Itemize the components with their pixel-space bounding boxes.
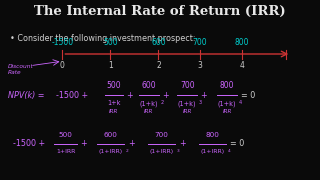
Text: 700: 700 [180,81,195,90]
Text: 800: 800 [220,81,235,90]
Text: 4: 4 [228,149,231,153]
Text: IRR: IRR [182,109,192,114]
Text: 2: 2 [161,100,164,105]
Text: 700: 700 [155,132,169,138]
Text: 600: 600 [103,132,117,138]
Text: The Internal Rate of Return (IRR): The Internal Rate of Return (IRR) [34,5,286,18]
Text: = 0: = 0 [241,91,256,100]
Text: (1+k): (1+k) [140,100,158,107]
Text: 1+k: 1+k [107,100,120,106]
Text: (1+IRR): (1+IRR) [149,149,174,154]
Text: 1+IRR: 1+IRR [56,149,75,154]
Text: Discount
Rate: Discount Rate [8,64,34,75]
Text: +: + [128,140,135,148]
Text: 0: 0 [60,61,65,70]
Text: • Consider the following investment prospect:: • Consider the following investment pros… [10,34,195,43]
Text: (1+IRR): (1+IRR) [201,149,225,154]
Text: +: + [80,140,87,148]
Text: 500: 500 [106,81,121,90]
Text: 600: 600 [141,81,156,90]
Text: 2: 2 [156,61,161,70]
Text: 4: 4 [239,61,244,70]
Text: IRR: IRR [222,109,232,114]
Text: +: + [126,91,132,100]
Text: 3: 3 [197,61,203,70]
Text: -1500: -1500 [51,38,74,47]
Text: -1500 +: -1500 + [56,91,88,100]
Text: +: + [179,140,186,148]
Text: 3: 3 [177,149,180,153]
Text: -1500 +: -1500 + [13,140,45,148]
Text: (1+IRR): (1+IRR) [98,149,123,154]
Text: 800: 800 [206,132,220,138]
Text: 800: 800 [234,38,249,47]
Text: IRR: IRR [144,109,154,114]
Text: 3: 3 [199,100,202,105]
Text: 700: 700 [193,38,207,47]
Text: IRR: IRR [109,109,118,114]
Text: +: + [162,91,169,100]
Text: NPV(k) =: NPV(k) = [8,91,44,100]
Text: 500: 500 [103,38,118,47]
Text: (1+k): (1+k) [218,100,236,107]
Text: 600: 600 [151,38,166,47]
Text: 500: 500 [59,132,73,138]
Text: = 0: = 0 [230,140,245,148]
Text: +: + [201,91,207,100]
Text: (1+k): (1+k) [178,100,196,107]
Text: 4: 4 [239,100,242,105]
Text: 1: 1 [108,61,113,70]
Text: 2: 2 [125,149,128,153]
